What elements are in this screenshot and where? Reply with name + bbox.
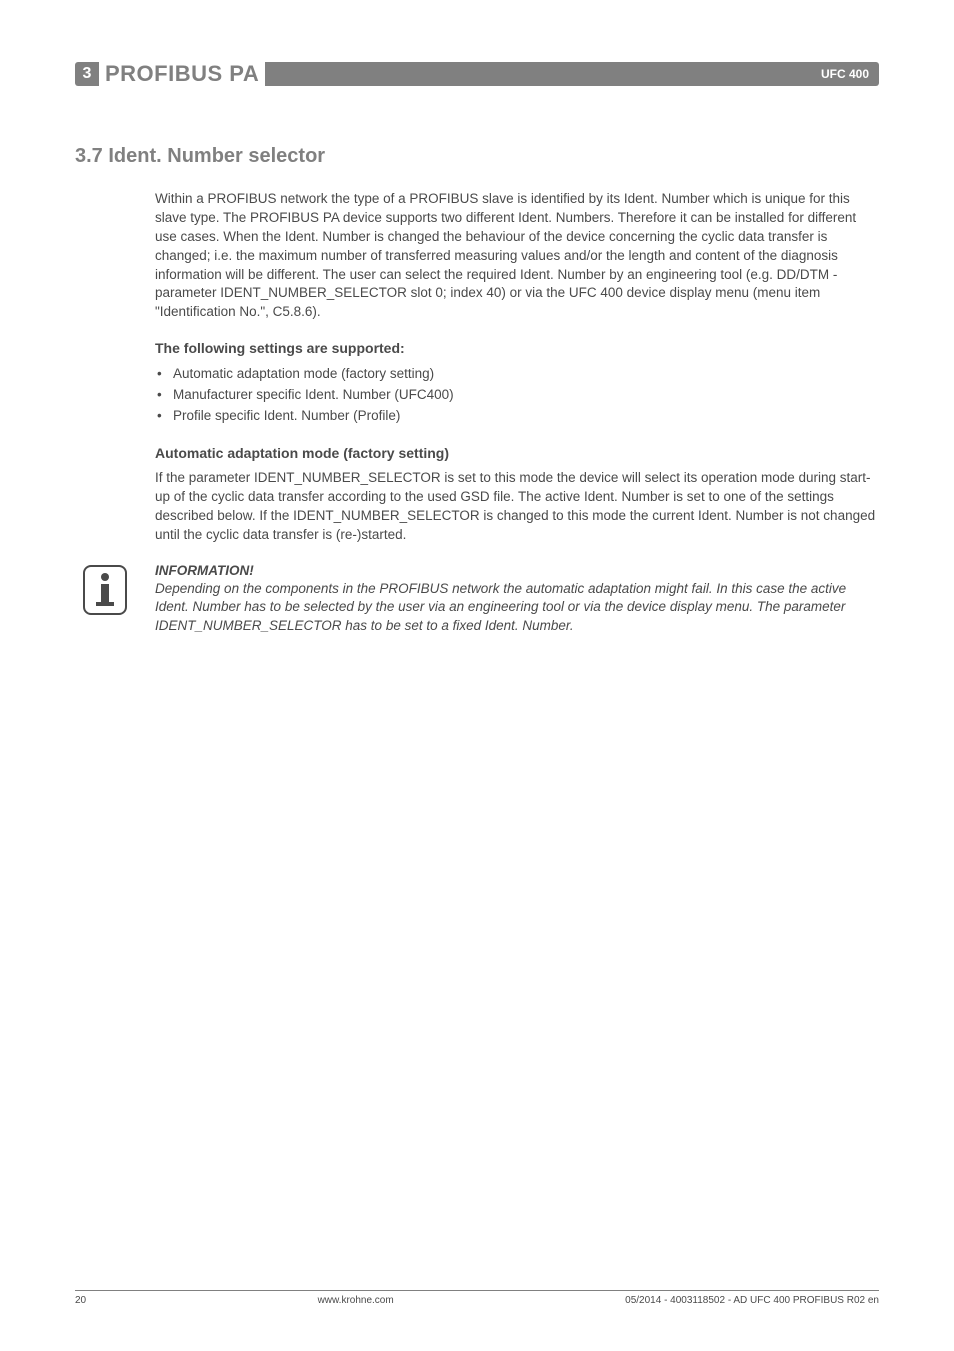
intro-paragraph: Within a PROFIBUS network the type of a … [155, 190, 879, 322]
chapter-number: 3 [75, 62, 99, 86]
page-number: 20 [75, 1295, 86, 1306]
footer-row: 20 www.krohne.com 05/2014 - 4003118502 -… [75, 1295, 879, 1306]
page-content: 3.7 Ident. Number selector Within a PROF… [75, 145, 879, 636]
doc-label: UFC 400 [821, 67, 869, 81]
information-callout: INFORMATION! Depending on the components… [75, 563, 879, 637]
header-strip: UFC 400 [265, 62, 879, 86]
page-header: 3 PROFIBUS PA UFC 400 [75, 62, 879, 86]
list-item: Manufacturer specific Ident. Number (UFC… [155, 385, 879, 406]
information-icon [83, 565, 127, 615]
info-title: INFORMATION! [155, 563, 879, 578]
auto-heading: Automatic adaptation mode (factory setti… [155, 445, 879, 461]
info-icon-wrap [75, 563, 135, 615]
page-footer: 20 www.krohne.com 05/2014 - 4003118502 -… [75, 1290, 879, 1306]
list-item: Automatic adaptation mode (factory setti… [155, 364, 879, 385]
auto-body: If the parameter IDENT_NUMBER_SELECTOR i… [155, 469, 879, 545]
settings-list: Automatic adaptation mode (factory setti… [155, 364, 879, 427]
info-text: INFORMATION! Depending on the components… [135, 563, 879, 637]
chapter-title: PROFIBUS PA [99, 62, 259, 86]
footer-docinfo: 05/2014 - 4003118502 - AD UFC 400 PROFIB… [625, 1295, 879, 1306]
section-heading: 3.7 Ident. Number selector [75, 145, 879, 168]
footer-rule [75, 1290, 879, 1291]
settings-heading: The following settings are supported: [155, 340, 879, 356]
footer-url: www.krohne.com [318, 1295, 394, 1306]
info-body: Depending on the components in the PROFI… [155, 580, 879, 637]
list-item: Profile specific Ident. Number (Profile) [155, 406, 879, 427]
